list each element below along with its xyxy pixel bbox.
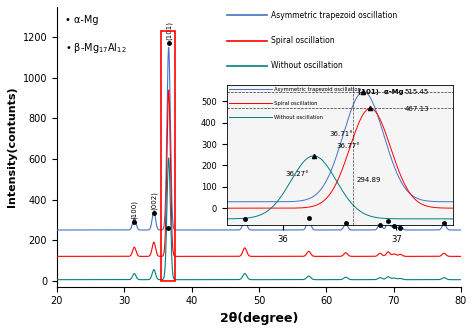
Text: Without oscillation: Without oscillation — [271, 61, 343, 70]
X-axis label: 2θ(degree): 2θ(degree) — [220, 312, 298, 325]
Text: (201): (201) — [391, 205, 398, 223]
Text: (112): (112) — [385, 200, 392, 218]
Text: Spiral oscillation: Spiral oscillation — [271, 36, 335, 45]
Text: (100): (100) — [131, 201, 137, 219]
Text: (102): (102) — [241, 198, 248, 216]
Bar — [161, 31, 175, 281]
Text: (110): (110) — [305, 197, 312, 215]
Text: (200): (200) — [377, 204, 383, 222]
Text: • β-Mg$_{17}$Al$_{12}$: • β-Mg$_{17}$Al$_{12}$ — [65, 41, 127, 54]
Text: (002): (002) — [151, 192, 157, 210]
Text: (101): (101) — [165, 21, 172, 40]
Text: (103): (103) — [343, 201, 349, 220]
Text: Asymmetric trapezoid oscillation: Asymmetric trapezoid oscillation — [271, 11, 397, 20]
Text: • α-Mg: • α-Mg — [65, 15, 99, 25]
Text: (004): (004) — [397, 207, 403, 225]
Text: (202): (202) — [441, 201, 447, 220]
Y-axis label: Intensity(contunts): Intensity(contunts) — [7, 87, 17, 207]
